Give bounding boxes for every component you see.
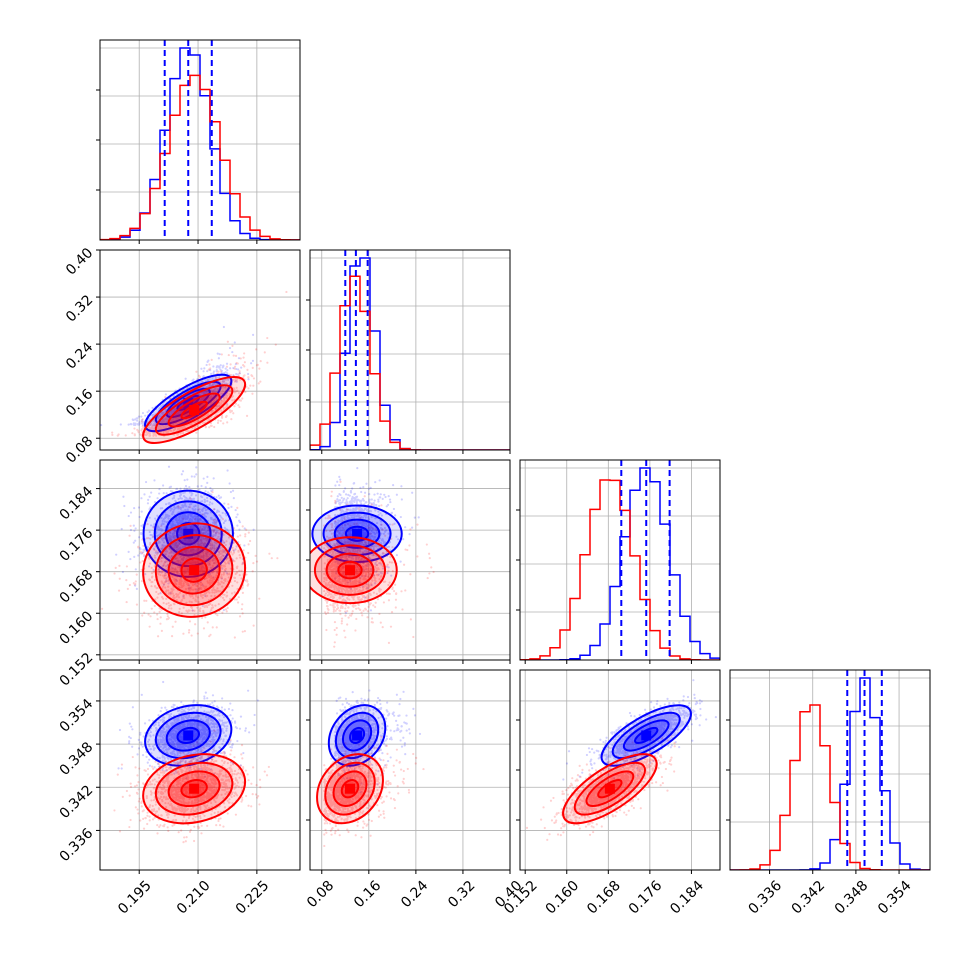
y-tick-label: 0.24 <box>63 339 96 372</box>
histogram-series-0 <box>730 677 930 870</box>
y-tick-label: 0.152 <box>57 650 97 690</box>
contour-3-series-1 <box>142 376 247 444</box>
density-peak <box>345 783 355 794</box>
density-peak <box>352 528 363 539</box>
panel-frame <box>99 459 301 661</box>
scatter-panel-3-0 <box>100 670 300 870</box>
scatter-panel-2-0 <box>100 460 300 660</box>
contour-3-series-0 <box>311 504 403 564</box>
contour-0-series-1 <box>337 560 363 580</box>
contour-0-series-0 <box>344 525 370 542</box>
contour-1-series-1 <box>167 392 221 428</box>
contour-0-series-0 <box>176 726 201 745</box>
contour-2-series-1 <box>313 544 387 596</box>
density-peak <box>189 405 200 415</box>
histogram-series-1 <box>100 74 300 240</box>
contour-1-series-0 <box>164 511 212 557</box>
histogram-panel-1 <box>310 250 510 450</box>
x-tick-label: 0.348 <box>832 878 872 918</box>
y-tick-label: 0.176 <box>57 525 97 565</box>
y-tick-label: 0.168 <box>57 567 97 607</box>
density-peak <box>604 783 615 794</box>
x-tick-label: 0.342 <box>789 878 829 918</box>
y-tick-label: 0.160 <box>57 608 97 648</box>
contour-3-series-1 <box>142 753 247 825</box>
x-tick-label: 0.210 <box>174 878 214 918</box>
y-tick-label: 0.184 <box>57 484 97 524</box>
contour-1-series-0 <box>341 719 373 752</box>
x-tick-label: 0.160 <box>543 878 583 918</box>
x-tick-label: 0.184 <box>667 878 707 918</box>
contour-0-series-0 <box>349 726 366 745</box>
contour-3-series-1 <box>562 753 658 825</box>
contour-2-series-1 <box>154 761 234 816</box>
contour-3-series-1 <box>310 536 398 605</box>
panel-frame <box>99 249 301 451</box>
x-tick-label: 0.336 <box>745 878 785 918</box>
contour-0-series-1 <box>180 557 208 583</box>
density-peak <box>189 783 200 794</box>
y-tick-label: 0.32 <box>63 292 96 325</box>
contour-1-series-0 <box>622 719 670 752</box>
contour-3-series-0 <box>142 489 234 578</box>
contour-1-series-1 <box>167 545 221 595</box>
density-peak <box>641 730 652 741</box>
contour-3-series-0 <box>600 704 692 767</box>
density-peak <box>183 528 194 539</box>
histogram-panel-2 <box>520 460 720 660</box>
x-tick-label: 0.195 <box>115 878 155 918</box>
contour-0-series-1 <box>180 779 208 799</box>
contour-2-series-0 <box>154 711 222 760</box>
y-tick-label: 0.40 <box>63 245 96 278</box>
y-tick-label: 0.354 <box>57 696 97 736</box>
x-tick-label: 0.08 <box>304 878 337 911</box>
contour-0-series-1 <box>180 400 208 420</box>
y-tick-label: 0.336 <box>57 825 97 865</box>
contour-2-series-1 <box>324 761 376 816</box>
contour-3-series-1 <box>316 753 384 825</box>
contour-2-series-0 <box>611 711 681 760</box>
x-tick-label: 0.32 <box>445 878 478 911</box>
contour-2-series-1 <box>573 761 646 816</box>
density-peak <box>345 565 355 576</box>
scatter-panel-2-1 <box>310 460 510 660</box>
contour-2-series-0 <box>153 500 223 568</box>
contour-3-series-1 <box>142 522 247 618</box>
histogram-panel-3 <box>730 670 930 870</box>
y-tick-label: 0.342 <box>57 782 97 822</box>
contour-0-series-1 <box>340 779 360 799</box>
density-peak <box>189 565 200 576</box>
histogram-series-1 <box>520 479 720 660</box>
contour-2-series-1 <box>154 384 234 436</box>
y-tick-label: 0.08 <box>63 433 96 466</box>
contour-2-series-1 <box>154 534 234 607</box>
contour-1-series-1 <box>167 770 221 807</box>
scatter-panel-1-0 <box>100 250 300 450</box>
contour-1-series-1 <box>325 552 375 588</box>
contour-2-series-0 <box>334 711 380 760</box>
x-tick-label: 0.16 <box>351 878 384 911</box>
y-tick-label: 0.348 <box>57 739 97 779</box>
scatter-panel-3-1 <box>310 670 510 870</box>
histogram-panel-0 <box>100 40 300 240</box>
density-peak <box>183 730 194 741</box>
contour-1-series-0 <box>333 518 381 549</box>
x-tick-label: 0.354 <box>875 878 915 918</box>
scatter-panel-3-2 <box>520 670 720 870</box>
histogram-series-1 <box>310 275 510 450</box>
contour-0-series-0 <box>634 726 659 745</box>
contour-0-series-1 <box>597 779 623 799</box>
contour-1-series-1 <box>585 770 635 807</box>
x-tick-label: 0.168 <box>584 878 624 918</box>
y-tick-label: 0.16 <box>63 386 96 419</box>
contour-1-series-1 <box>332 770 368 807</box>
contour-1-series-0 <box>165 719 211 752</box>
x-tick-label: 0.176 <box>626 878 666 918</box>
panel-frame <box>99 669 301 871</box>
x-tick-label: 0.225 <box>233 878 273 918</box>
density-peak <box>352 730 363 741</box>
x-tick-label: 0.24 <box>398 878 431 911</box>
